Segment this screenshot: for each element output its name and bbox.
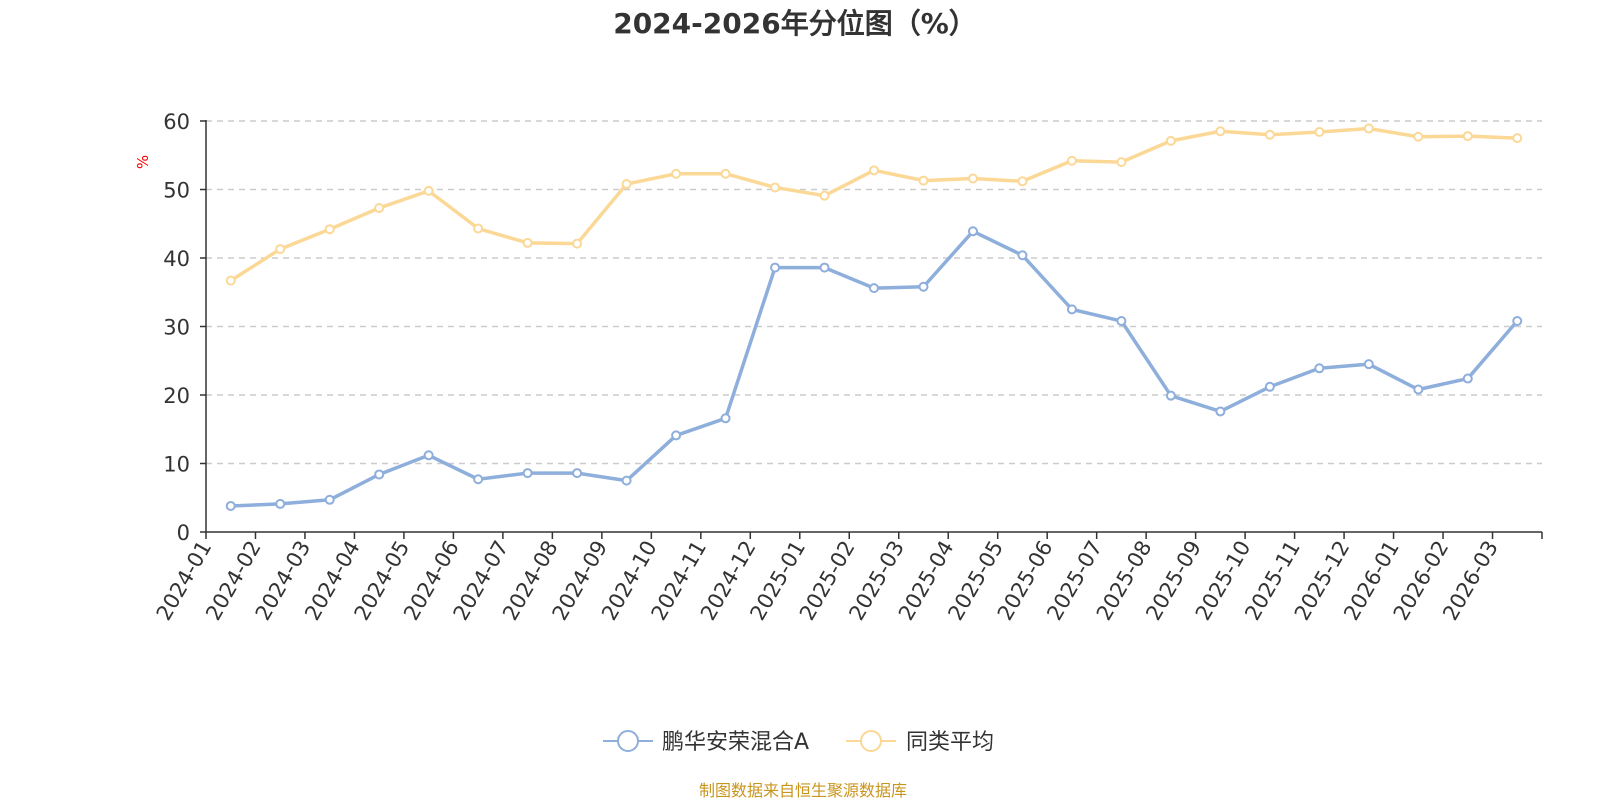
data-point-fund[interactable] [869,283,879,294]
data-point-average[interactable] [819,190,830,201]
y-tick-label: 10 [163,453,190,477]
data-point-fund[interactable] [522,468,533,479]
data-point-average[interactable] [1165,135,1176,146]
data-point-average[interactable] [1066,155,1077,166]
data-point-fund[interactable] [720,413,731,424]
data-point-fund[interactable] [324,494,335,505]
data-point-fund[interactable] [1413,384,1424,395]
data-point-fund[interactable] [374,469,385,480]
data-point-average[interactable] [572,238,583,249]
series-line-average [229,126,1518,283]
data-point-fund[interactable] [225,500,236,511]
data-point-average[interactable] [1363,123,1374,134]
data-point-fund[interactable] [1017,250,1028,261]
data-point-average[interactable] [275,244,286,255]
data-point-fund[interactable] [1363,359,1374,370]
data-point-average[interactable] [720,168,731,179]
data-point-fund[interactable] [1264,381,1275,392]
data-point-average[interactable] [423,185,434,196]
data-point-fund[interactable] [275,498,286,509]
data-point-fund[interactable] [1512,316,1523,327]
data-point-fund[interactable] [770,262,781,273]
data-point-average[interactable] [1512,133,1523,144]
legend-swatch-fund-marker [617,730,639,752]
data-point-fund[interactable] [819,262,830,273]
data-point-fund[interactable] [1462,373,1473,384]
legend-item-average[interactable]: 同类平均 [846,730,994,755]
data-point-average[interactable] [869,165,879,176]
data-point-average[interactable] [621,179,632,190]
data-point-average[interactable] [1116,157,1127,168]
data-point-average[interactable] [918,175,929,186]
data-point-fund[interactable] [671,430,682,441]
y-tick-label: 0 [177,521,190,545]
chart-title: 2024-2026年分位图（%） [613,7,977,40]
data-point-average[interactable] [1462,131,1473,142]
gridlines [206,120,1542,465]
y-tick-label: 60 [163,110,190,134]
data-point-average[interactable] [324,224,335,235]
data-point-fund[interactable] [967,226,978,237]
data-point-average[interactable] [374,202,385,213]
y-tick-label: 20 [163,384,190,408]
y-tick-label: 50 [163,179,190,203]
data-point-fund[interactable] [621,475,632,486]
y-tick-label: 40 [163,247,190,271]
data-point-average[interactable] [1017,176,1028,187]
data-point-fund[interactable] [1165,390,1176,401]
legend-label-average: 同类平均 [906,730,994,755]
data-point-fund[interactable] [473,474,484,485]
data-point-average[interactable] [522,237,533,248]
y-axis-label: % [134,155,152,169]
data-point-fund[interactable] [572,468,583,479]
data-point-fund[interactable] [1314,363,1325,374]
data-point-fund[interactable] [1066,304,1077,315]
data-point-average[interactable] [671,168,682,179]
series-lines [225,123,1523,511]
legend-swatch-average-marker [860,730,882,752]
data-point-fund[interactable] [1116,316,1127,327]
legend[interactable]: 鹏华安荣混合A 同类平均 [603,730,994,755]
legend-label-fund: 鹏华安荣混合A [662,730,809,755]
data-point-average[interactable] [473,223,484,234]
data-point-average[interactable] [770,182,781,193]
data-point-average[interactable] [1264,129,1275,140]
data-point-fund[interactable] [423,450,434,461]
data-point-average[interactable] [1215,126,1226,137]
data-point-average[interactable] [225,275,236,286]
data-point-average[interactable] [1413,131,1424,142]
y-tick-label: 30 [163,316,190,340]
source-note: 制图数据来自恒生聚源数据库 [699,781,907,800]
data-point-average[interactable] [967,173,978,184]
data-point-average[interactable] [1314,126,1325,137]
data-point-fund[interactable] [1215,406,1226,417]
legend-item-fund[interactable]: 鹏华安荣混合A [603,730,809,755]
data-point-fund[interactable] [918,281,929,292]
